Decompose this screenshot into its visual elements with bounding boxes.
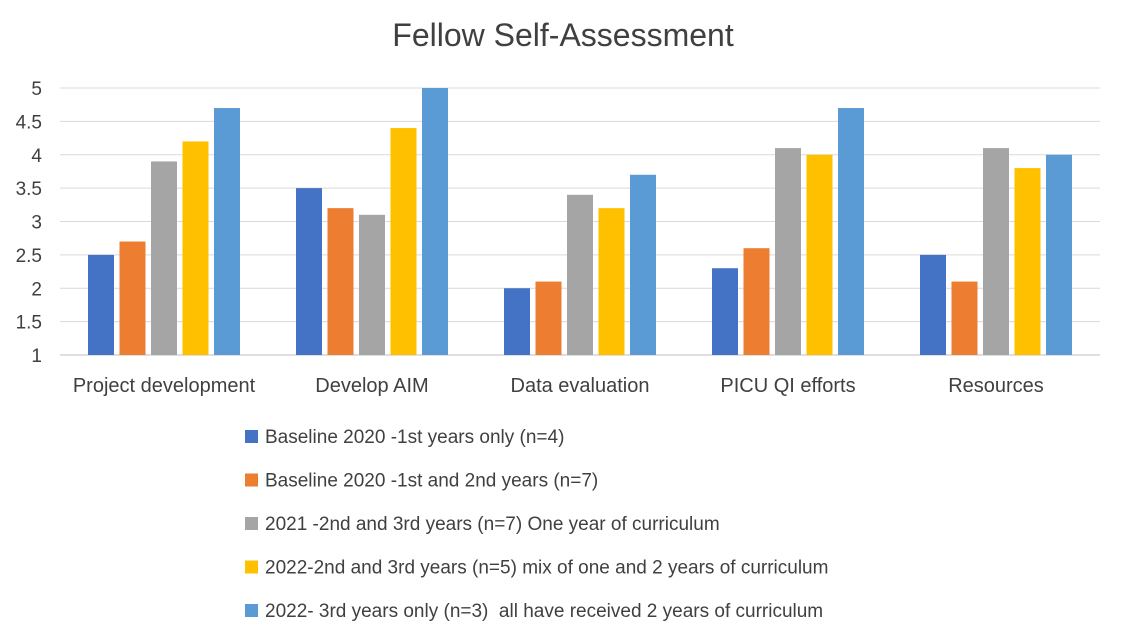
y-tick-label: 4 (31, 146, 42, 167)
bar (806, 154, 833, 355)
bar (567, 194, 593, 355)
bar (951, 281, 978, 355)
y-tick-label: 1 (31, 346, 42, 367)
bar (88, 254, 114, 355)
y-tick-label: 5 (31, 79, 42, 100)
bar (119, 241, 146, 355)
legend-swatch (245, 430, 258, 443)
legend: Baseline 2020 -1st years only (n=4) Basel… (245, 427, 828, 622)
legend-swatch (245, 473, 258, 487)
x-category-label: PICU QI efforts (720, 375, 855, 397)
x-category-label: Data evaluation (511, 375, 650, 397)
legend-swatch (245, 604, 258, 617)
bar (983, 148, 1009, 355)
bar (535, 281, 562, 355)
bar (390, 128, 417, 355)
legend-entry-label: Baseline 2020 -1st and 2nd years (n=7) (265, 471, 598, 492)
chart-title: Fellow Self-Assessment (392, 17, 734, 53)
bar (712, 268, 738, 355)
legend-entry-label: Baseline 2020 -1st years only (n=4) (265, 427, 564, 448)
legend-entry-label: 2021 -2nd and 3rd years (n=7) One year o… (265, 514, 720, 535)
x-category-label: Develop AIM (315, 375, 428, 397)
bar (775, 148, 801, 355)
bar (1046, 154, 1072, 355)
y-tick-label: 1.5 (16, 313, 42, 334)
legend-entry-label: 2022-2nd and 3rd years (n=5) mix of one … (265, 558, 828, 579)
bar (743, 248, 770, 355)
bar (630, 174, 656, 355)
y-tick-label: 2.5 (16, 246, 42, 267)
y-tick-label: 2 (31, 279, 42, 300)
bars (88, 88, 1072, 356)
bar (838, 108, 864, 356)
y-axis: 1 1.5 2 2.5 3 3.5 4 4.5 5 (16, 79, 43, 367)
legend-entry-label: 2022- 3rd years only (n=3) all have rece… (265, 601, 823, 622)
x-axis: Project development Develop AIM Data evalu… (73, 375, 1044, 397)
bar (504, 288, 530, 355)
bar (296, 188, 322, 355)
bar (182, 141, 209, 355)
bar (598, 208, 625, 355)
legend-swatch (245, 517, 258, 530)
bar (214, 108, 240, 356)
bar (151, 161, 177, 355)
bar (1014, 168, 1041, 355)
y-tick-label: 4.5 (16, 112, 42, 133)
x-category-label: Resources (948, 375, 1044, 397)
bar (920, 254, 946, 355)
y-tick-label: 3.5 (16, 179, 42, 200)
bar (327, 208, 354, 355)
x-category-label: Project development (73, 375, 256, 397)
bar (422, 88, 448, 355)
legend-swatch (245, 560, 258, 574)
y-tick-label: 3 (31, 213, 42, 234)
bar (359, 214, 385, 355)
